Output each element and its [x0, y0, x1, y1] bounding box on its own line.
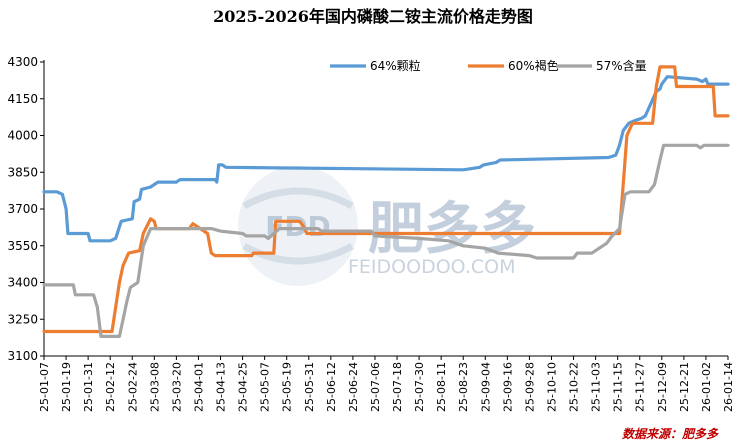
x-tick-label: 25-09-16 [501, 362, 514, 412]
x-tick-label: 25-03-20 [170, 362, 183, 412]
series-lines [42, 65, 730, 338]
x-tick-label: 25-01-31 [82, 362, 95, 412]
legend-label-2: 60%褐色 [508, 58, 559, 73]
x-tick-label: 25-06-12 [325, 362, 338, 412]
x-tick-label: 25-07-06 [369, 362, 382, 412]
x-tick-label: 25-12-09 [656, 362, 669, 412]
watermark-brand-cn: 肥多多 [368, 197, 536, 262]
legend: 64%颗粒 60%褐色 57%含量 [330, 58, 647, 73]
watermark-brand-en: FEIDOODOO.COM [348, 256, 516, 278]
source-note: 数据来源：肥多多 [622, 427, 719, 441]
x-tick-label: 25-02-24 [126, 362, 139, 412]
x-tick-label: 26-01-14 [722, 362, 735, 412]
x-tick-label: 25-04-25 [237, 362, 250, 412]
x-tick-label: 25-09-28 [523, 362, 536, 412]
x-tick-label: 25-08-23 [457, 362, 470, 412]
x-tick-label: 25-06-24 [347, 362, 360, 412]
x-tick-label: 25-01-19 [60, 362, 73, 412]
y-tick-label: 3550 [7, 239, 38, 253]
x-tick-label: 25-05-19 [281, 362, 294, 412]
x-tick-label: 26-01-02 [700, 362, 713, 412]
x-tick-label: 25-11-03 [590, 362, 603, 412]
watermark: FDD 肥多多 FEIDOODOO.COM [238, 166, 536, 286]
y-tick-label: 4150 [7, 92, 38, 106]
x-tick-label: 25-10-22 [568, 362, 581, 412]
x-tick-label: 25-07-30 [413, 362, 426, 412]
y-axis: 3100 3250 3400 3550 3700 3850 4000 4150 4300 [7, 55, 45, 363]
x-tick-label: 25-10-10 [545, 362, 558, 412]
series-line-1 [42, 75, 730, 243]
legend-label-3: 57%含量 [596, 58, 647, 73]
chart-title: 2025-2026年国内磷酸二铵主流价格走势图 [213, 7, 533, 26]
x-tick-label: 25-05-31 [303, 362, 316, 412]
x-tick-label: 25-12-21 [678, 362, 691, 412]
y-tick-label: 4000 [7, 129, 38, 143]
x-tick-label: 25-11-15 [612, 362, 625, 412]
legend-label-1: 64%颗粒 [370, 58, 421, 73]
series-line-2 [42, 65, 730, 334]
x-axis: 25-01-07 25-01-19 25-01-31 25-02-12 25-02-24… [38, 355, 735, 412]
series-line-3 [42, 143, 730, 338]
x-tick-label: 25-02-12 [104, 362, 117, 412]
x-tick-label: 25-01-07 [38, 362, 51, 412]
x-tick-label: 25-03-08 [148, 362, 161, 412]
x-tick-label: 25-08-11 [435, 362, 448, 412]
x-tick-label: 25-04-13 [215, 362, 228, 412]
y-tick-label: 3400 [7, 276, 38, 290]
y-tick-label: 3850 [7, 165, 38, 179]
x-tick-label: 25-04-01 [192, 362, 205, 412]
x-tick-label: 25-07-18 [391, 362, 404, 412]
watermark-arc-top [242, 187, 354, 210]
y-tick-label: 4300 [7, 55, 38, 69]
y-tick-label: 3250 [7, 312, 38, 326]
y-tick-label: 3700 [7, 202, 38, 216]
x-tick-label: 25-11-27 [634, 362, 647, 412]
x-tick-label: 25-05-07 [259, 362, 272, 412]
x-tick-label: 25-09-04 [479, 362, 492, 412]
y-tick-label: 3100 [7, 349, 38, 363]
